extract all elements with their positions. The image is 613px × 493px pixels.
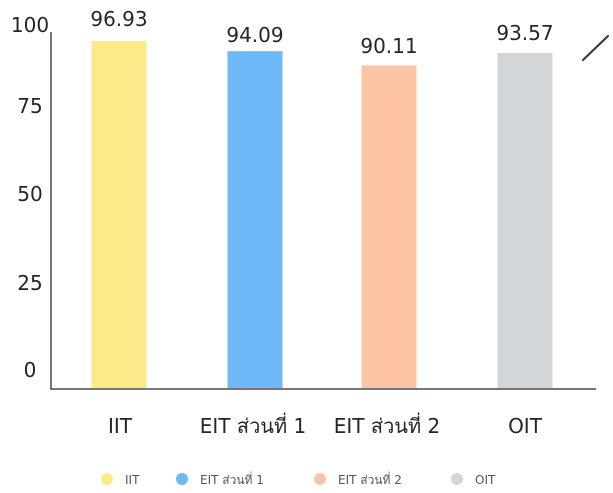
bar-value-label: 96.93 xyxy=(90,7,147,31)
bar-value-label: 90.11 xyxy=(360,34,417,58)
legend-marker xyxy=(101,473,113,485)
legend-item: EIT ส่วนที่ 2 xyxy=(314,471,402,487)
legend-label: EIT ส่วนที่ 1 xyxy=(200,471,264,487)
bars xyxy=(91,40,553,389)
y-tick-label: 50 xyxy=(17,182,42,206)
y-tick-label: 75 xyxy=(17,94,42,118)
bar xyxy=(497,53,553,388)
x-tick-label: IIT xyxy=(108,414,133,438)
bar xyxy=(91,40,147,388)
bar xyxy=(361,65,417,389)
legend-item: OIT xyxy=(451,473,496,487)
y-tick-label: 25 xyxy=(17,271,42,295)
bar-value-label: 94.09 xyxy=(226,23,283,47)
legend-marker xyxy=(314,473,326,485)
legend-item: IIT xyxy=(101,473,140,487)
legend-label: IIT xyxy=(125,473,140,487)
x-tick-label: EIT ส่วนที่ 2 xyxy=(334,412,440,438)
y-tick-label: 100 xyxy=(11,13,49,37)
legend-label: OIT xyxy=(475,473,496,487)
bar-value-label: 93.57 xyxy=(496,21,553,45)
legend-item: EIT ส่วนที่ 1 xyxy=(176,471,264,487)
value-labels: 96.93 94.09 90.11 93.57 xyxy=(90,7,553,58)
legend: IIT EIT ส่วนที่ 1 EIT ส่วนที่ 2 OIT xyxy=(101,471,496,487)
x-tick-label: EIT ส่วนที่ 1 xyxy=(200,412,306,438)
pen-stroke-mark xyxy=(581,34,610,62)
y-axis-ticks: 0 25 50 75 100 xyxy=(11,13,52,389)
bar xyxy=(227,51,283,388)
legend-label: EIT ส่วนที่ 2 xyxy=(338,471,402,487)
y-tick-label: 0 xyxy=(24,358,37,382)
x-axis-labels: IIT EIT ส่วนที่ 1 EIT ส่วนที่ 2 OIT xyxy=(108,412,543,438)
legend-marker xyxy=(451,473,463,485)
x-tick-label: OIT xyxy=(508,414,543,438)
legend-marker xyxy=(176,473,188,485)
